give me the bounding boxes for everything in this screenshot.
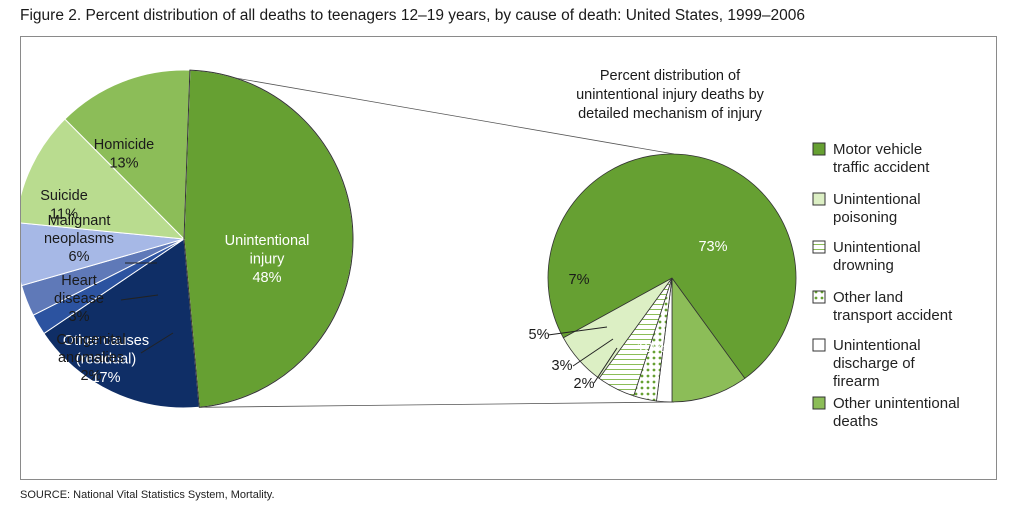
slice-homicide [64,69,191,241]
slice-outline-unintentional-injury [183,69,354,408]
slice-label-line: anomalies [58,350,124,366]
legend-swatch [812,240,826,254]
leader-line-congenital-anomalies [140,332,174,354]
legend-label: Other unintentional deaths [833,395,960,430]
figure-title: Figure 2. Percent distribution of all de… [20,7,805,24]
slice-label-line: (residual) [76,352,136,368]
slice-label-line: Heart [61,273,96,289]
slice-other-causes-residual [43,238,200,409]
legend-swatch [812,192,826,206]
slice-value: 17% [91,370,120,386]
label-heart-disease: Heart disease 3% [54,273,104,325]
label-suicide: Suicide 11% [40,188,88,223]
slice-label-line: Unintentional [225,233,310,249]
legend-label-line: Unintentional [833,239,921,256]
legend-item-unintentional-discharge-of-firearm: Unintentional discharge of firearm [812,337,921,390]
legend-label: Motor vehicle traffic accident [833,141,930,176]
detail-slice-motor-vehicle-traffic-accident [547,153,797,379]
label-unintentional-injury: Unintentional injury 48% [225,233,310,286]
label-malignant-neoplasms: Malignant neoplasms 6% [44,213,114,265]
detail-value-other-unintentional-deaths: 10% [636,340,665,356]
legend-item-motor-vehicle-traffic-accident: Motor vehicle traffic accident [812,141,930,176]
detail-leader-line [547,326,608,336]
legend-swatch [812,290,826,304]
legend-label-line: poisoning [833,209,897,226]
slice-label-line: Other causes [63,333,149,349]
detail-value-other-land-transport-accident: 3% [552,358,573,374]
legend-item-other-land-transport-accident: Other land transport accident [812,289,953,324]
slice-value: 48% [252,270,281,286]
slice-value: 2% [81,368,102,384]
legend-label-line: Other land [833,289,903,306]
legend-label-line: Motor vehicle [833,141,922,158]
chart-frame: Unintentional injury 48% Other causes (resid… [20,36,997,480]
slice-label-line: injury [250,252,285,268]
legend-item-unintentional-poisoning: Unintentional poisoning [812,191,921,226]
slice-label-line: disease [54,291,104,307]
legend-swatch [812,396,826,410]
connector-bottom [199,401,675,408]
slice-malignant-neoplasms [21,222,185,287]
slice-suicide [21,118,186,240]
source-note: SOURCE: National Vital Statistics System… [20,489,275,501]
detail-pie-title-line: Percent distribution of [600,68,741,84]
detail-value-motor-vehicle-traffic-accident: 73% [698,239,727,255]
legend-label-line: Unintentional [833,191,921,208]
slice-label-line: Congenital [56,332,125,348]
legend-label-line: transport accident [833,307,953,324]
slice-label-line: neoplasms [44,231,114,247]
slice-value: 3% [69,309,90,325]
legend-label-line: Other unintentional [833,395,960,412]
legend: Motor vehicle traffic accident Unintention… [812,141,960,430]
connector-top [189,69,675,155]
legend-label-line: deaths [833,413,878,430]
legend-label: Other land transport accident [833,289,953,324]
legend-swatch [812,142,826,156]
slice-label-line: Malignant [48,213,111,229]
label-congenital-anomalies: Congenital anomalies 2% [56,332,125,384]
legend-item-unintentional-drowning: Unintentional drowning [812,239,921,274]
detail-value-unintentional-poisoning: 7% [569,272,590,288]
detail-slice-other-unintentional-deaths [671,276,746,403]
legend-swatch [812,338,826,352]
slice-label-line: Suicide [40,188,88,204]
detail-pie-title: Percent distribution of unintentional inj… [576,68,765,122]
legend-label: Unintentional poisoning [833,191,921,226]
main-pie [21,69,354,409]
detail-value-unintentional-drowning: 5% [529,327,550,343]
leader-line-heart-disease [120,294,159,301]
detail-leader-line [572,338,614,367]
slice-label-line: Homicide [94,137,154,153]
slice-value: 13% [109,156,138,172]
legend-label-line: traffic accident [833,159,930,176]
legend-label: Unintentional discharge of firearm [833,337,921,390]
legend-label-line: Unintentional [833,337,921,354]
detail-pie-title-line: unintentional injury deaths by [576,87,765,103]
legend-label-line: drowning [833,257,894,274]
label-homicide: Homicide 13% [94,137,154,172]
legend-label-line: firearm [833,373,880,390]
legend-label: Unintentional drowning [833,239,921,274]
explode-connector-lines [189,69,675,408]
detail-value-unintentional-discharge-of-firearm: 2% [574,376,595,392]
detail-pie-title-line: detailed mechanism of injury [578,106,763,122]
legend-label-line: discharge of [833,355,916,372]
detail-pie [547,153,797,403]
label-other-causes-residual: Other causes (residual) 17% [63,333,149,386]
slice-value: 11% [50,207,78,223]
pie-charts: Unintentional injury 48% Other causes (resid… [21,68,960,430]
slice-value: 6% [69,249,90,265]
detail-leader-line [593,347,618,384]
legend-item-other-unintentional-deaths: Other unintentional deaths [812,395,960,430]
